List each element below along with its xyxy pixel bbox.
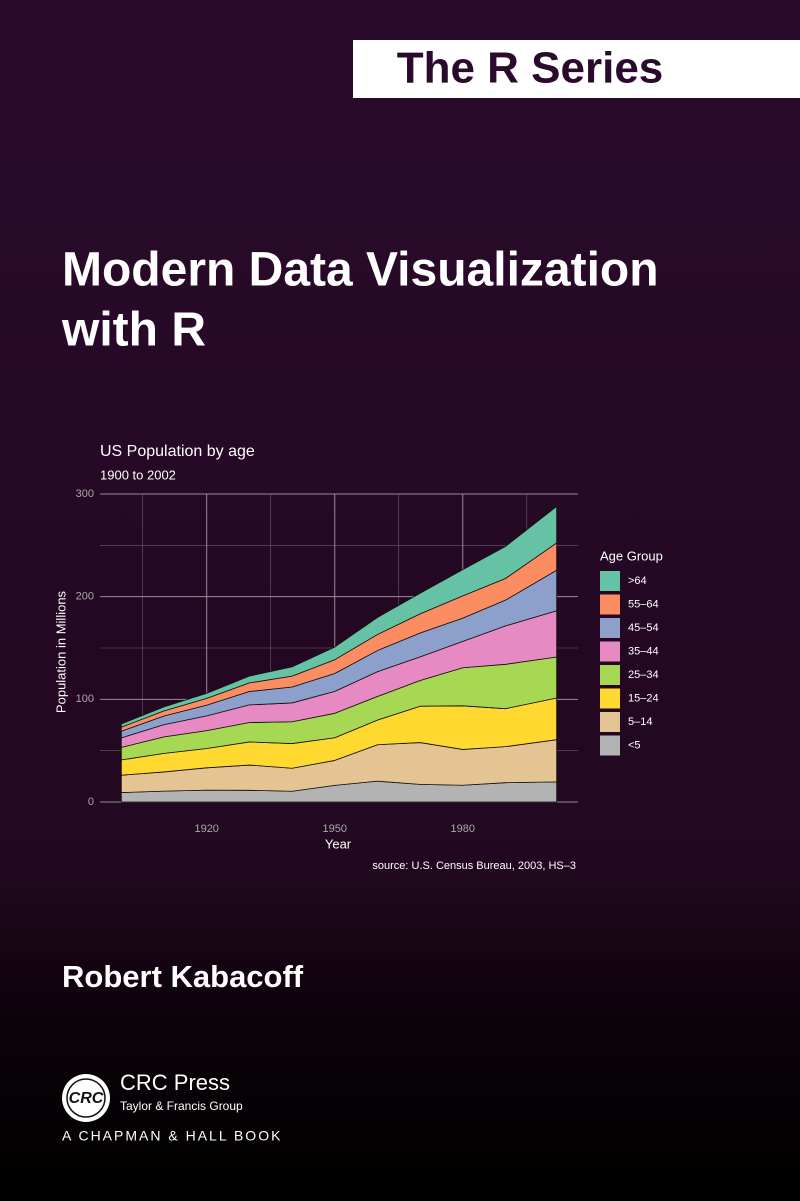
publisher-logo-ring bbox=[66, 1078, 106, 1118]
source-note: source: U.S. Census Bureau, 2003, HS–3 bbox=[372, 860, 576, 872]
book-title: with R bbox=[61, 304, 206, 357]
y-axis-label: Population in Millions bbox=[53, 590, 68, 713]
legend-swatch bbox=[600, 594, 620, 615]
legend-label: 45–54 bbox=[628, 622, 659, 634]
y-tick-label: 100 bbox=[76, 693, 94, 705]
book-title: Modern Data Visualization bbox=[62, 244, 659, 297]
x-tick-label: 1980 bbox=[451, 823, 475, 835]
x-tick-label: 1950 bbox=[322, 823, 346, 835]
x-axis-label: Year bbox=[325, 836, 352, 851]
author: Robert Kabacoff bbox=[62, 959, 304, 994]
legend-title: Age Group bbox=[600, 548, 663, 563]
y-tick-label: 0 bbox=[88, 796, 94, 808]
publisher-name: CRC Press bbox=[120, 1070, 230, 1095]
legend-label: <5 bbox=[628, 739, 641, 751]
x-tick-label: 1920 bbox=[194, 823, 218, 835]
area bbox=[120, 506, 558, 728]
legend-label: 25–34 bbox=[628, 669, 659, 681]
legend-label: 15–24 bbox=[628, 692, 659, 704]
series-banner bbox=[353, 40, 800, 98]
legend-swatch bbox=[600, 735, 620, 756]
legend-swatch bbox=[600, 571, 620, 591]
publisher-logo-text: CRC bbox=[69, 1090, 104, 1107]
legend-label: >64 bbox=[628, 575, 647, 587]
legend-label: 5–14 bbox=[628, 716, 652, 728]
chart-subtitle: 1900 to 2002 bbox=[100, 467, 176, 482]
y-tick-label: 200 bbox=[76, 591, 94, 603]
series-name: The R Series bbox=[397, 44, 664, 93]
legend-swatch bbox=[600, 688, 620, 709]
chart: US Population by age 1900 to 2002 0 100 200 3… bbox=[53, 443, 662, 872]
chart-title: US Population by age bbox=[100, 443, 255, 460]
publisher-logo bbox=[62, 1074, 110, 1122]
legend-swatch bbox=[600, 665, 620, 685]
publisher-imprint: A CHAPMAN & HALL BOOK bbox=[62, 1128, 282, 1144]
legend-swatch bbox=[600, 618, 620, 638]
legend-swatch bbox=[600, 712, 620, 732]
publisher-group: Taylor & Francis Group bbox=[120, 1099, 243, 1113]
y-tick-label: 300 bbox=[76, 488, 94, 500]
legend-swatch bbox=[600, 641, 620, 662]
legend-label: 35–44 bbox=[628, 645, 659, 657]
legend-label: 55–64 bbox=[628, 598, 659, 610]
